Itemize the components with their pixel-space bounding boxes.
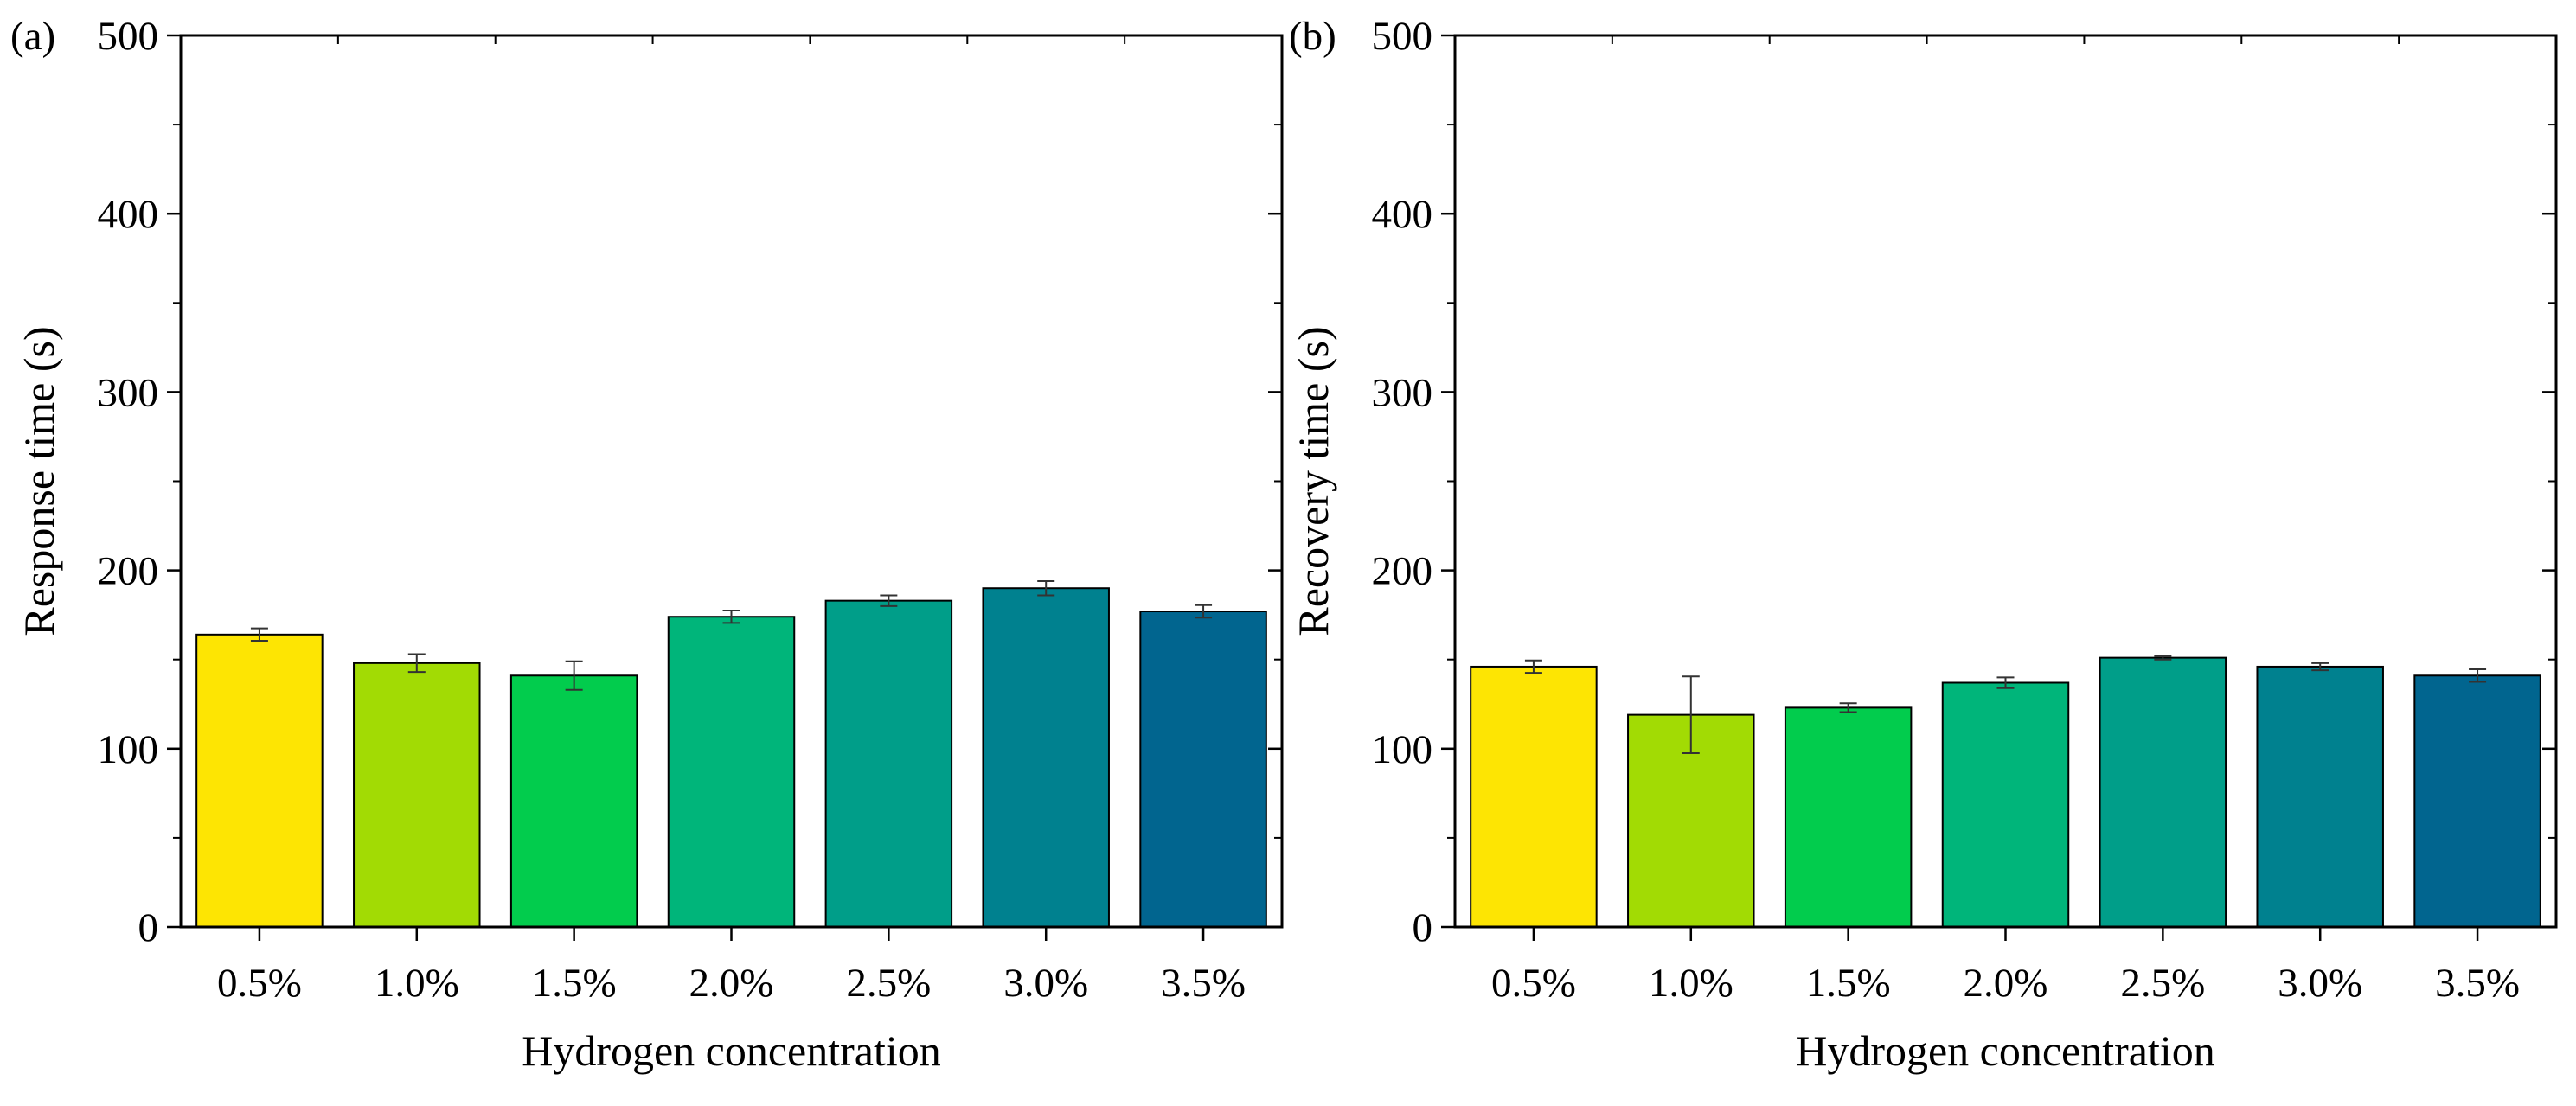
x-tick-label: 2.5% [846, 961, 931, 1006]
error-bar [565, 660, 583, 691]
y-tick-label: 400 [98, 192, 159, 237]
bar [1941, 681, 2070, 928]
y-axis-title: Recovery time (s) [1289, 326, 1337, 636]
y-tick-label: 200 [98, 549, 159, 594]
panel-label: (a) [10, 14, 55, 59]
x-tick-label: 2.0% [1964, 961, 2048, 1006]
y-tick-label: 0 [138, 905, 159, 950]
error-bar [1037, 579, 1055, 597]
x-tick-label: 1.5% [1806, 961, 1891, 1006]
bar [1784, 706, 1913, 929]
error-bar [2311, 662, 2329, 672]
x-axis-title: Hydrogen concentration [522, 1026, 941, 1075]
x-tick-label: 2.5% [2120, 961, 2205, 1006]
bar [509, 674, 638, 928]
bar [1470, 665, 1598, 928]
bar [982, 587, 1110, 928]
x-tick-label: 0.5% [1491, 961, 1576, 1006]
y-tick-label: 300 [98, 370, 159, 415]
x-tick-label: 3.5% [1161, 961, 1246, 1006]
x-tick-label: 3.5% [2435, 961, 2520, 1006]
y-axis-title: Response time (s) [15, 326, 63, 636]
y-tick-label: 100 [1372, 727, 1433, 772]
y-tick-label: 200 [1372, 549, 1433, 594]
panel-a-response-time-chart: 0.5% 1.0% 1.5% 2.0% 2.5% 3.0% 3.5% 0 100 200 300 40… [10, 14, 1284, 1075]
error-bar [1996, 676, 2015, 689]
error-bar [2469, 668, 2487, 683]
x-tick-label: 1.0% [1649, 961, 1733, 1006]
panel-b-recovery-time-chart: 0.5% 1.0% 1.5% 2.0% 2.5% 3.0% 3.5% 0 100 200 300 40… [1289, 14, 2558, 1075]
panel-label: (b) [1289, 14, 1336, 59]
y-tick-label: 100 [98, 727, 159, 772]
bar [2099, 656, 2227, 928]
bar [353, 662, 481, 928]
x-tick-label: 1.0% [375, 961, 459, 1006]
bar [2413, 674, 2541, 928]
y-tick-label: 500 [1372, 14, 1433, 59]
bar [195, 633, 324, 928]
bar [667, 616, 796, 928]
error-bar [1682, 675, 1700, 754]
y-tick-label: 300 [1372, 370, 1433, 415]
y-tick-label: 0 [1413, 905, 1433, 950]
error-bar [722, 609, 740, 624]
error-bar [1524, 659, 1542, 674]
x-axis-title: Hydrogen concentration [1796, 1026, 2215, 1075]
bar [1139, 611, 1267, 928]
x-tick-label: 3.0% [2278, 961, 2362, 1006]
error-bar [1839, 702, 1857, 713]
y-tick-label: 400 [1372, 192, 1433, 237]
x-tick-label: 2.0% [689, 961, 774, 1006]
error-bar [2154, 655, 2172, 661]
error-bar [250, 627, 268, 643]
y-tick-label: 500 [98, 14, 159, 59]
x-tick-label: 1.5% [532, 961, 617, 1006]
bar [824, 599, 953, 928]
x-tick-label: 3.0% [1003, 961, 1088, 1006]
error-bar [1195, 604, 1213, 619]
x-tick-label: 0.5% [217, 961, 302, 1006]
error-bar [407, 653, 426, 674]
bar [2256, 665, 2384, 928]
error-bar [880, 594, 898, 607]
